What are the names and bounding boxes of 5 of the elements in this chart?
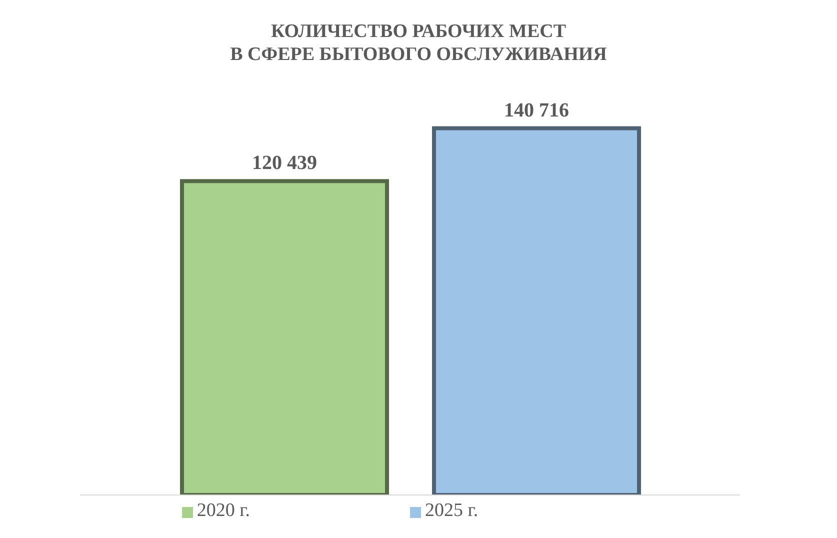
chart-title: КОЛИЧЕСТВО РАБОЧИХ МЕСТ В СФЕРЕ БЫТОВОГО ОБСЛУЖИВАНИЯ (229, 20, 608, 67)
legend-label: 2020 г. (196, 500, 250, 521)
legend-label: 2025 г. (425, 500, 478, 521)
data-label: 120 439 (252, 152, 317, 174)
data-label: 140 716 (504, 99, 569, 122)
